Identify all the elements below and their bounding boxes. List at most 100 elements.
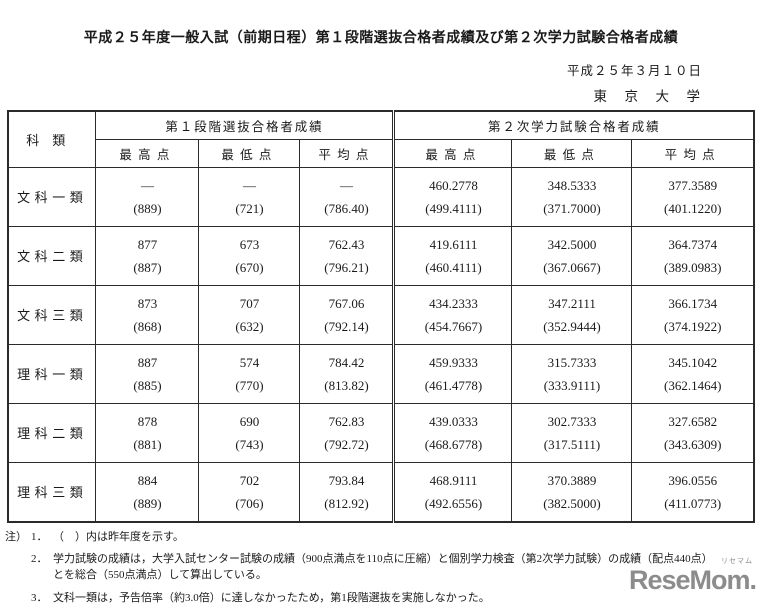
score-cell: 767.06 (792.14) [299, 284, 395, 345]
score-cell: 762.43 (796.21) [299, 225, 395, 286]
score-previous-year: (461.4778) [424, 377, 483, 393]
score-previous-year: (881) [133, 436, 162, 452]
score-previous-year: (454.7667) [424, 318, 483, 334]
score-current: 707 [239, 295, 260, 311]
score-previous-year: (786.40) [324, 200, 369, 216]
score-table: 科類 第１段階選抜合格者成績 第２次学力試験合格者成績 最高点 最低点 平均点 … [6, 110, 756, 523]
document-meta: 平成２５年３月１０日 東 京 大 学 [0, 60, 702, 105]
score-current: 873 [137, 295, 158, 311]
score-previous-year: (770) [235, 377, 264, 393]
score-previous-year: (887) [133, 259, 162, 275]
score-current: 366.1734 [668, 295, 718, 311]
score-previous-year: (374.1922) [664, 318, 722, 334]
score-previous-year: (885) [133, 377, 162, 393]
score-previous-year: (813.82) [324, 377, 369, 393]
score-cell: 377.3589 (401.1220) [631, 166, 755, 227]
score-previous-year: (889) [133, 200, 162, 216]
score-cell: 434.2333 (454.7667) [392, 284, 513, 345]
table-row: 理科三類 884 (889) 702 (706) 793.84 (812.92) 46… [7, 461, 755, 522]
score-current: 574 [239, 354, 260, 370]
resemom-logo: リセマム ReseMom. [628, 556, 757, 596]
score-cell: 439.0333 (468.6778) [392, 402, 513, 463]
score-previous-year: (460.4111) [425, 259, 482, 275]
subheader-stage1-min: 最低点 [198, 138, 301, 168]
score-current: 762.83 [328, 413, 365, 429]
score-current: 364.7374 [668, 236, 718, 252]
score-cell: — (721) [198, 166, 301, 227]
score-current: 347.2111 [548, 295, 596, 311]
score-current: 762.43 [328, 236, 365, 252]
score-previous-year: (792.72) [324, 436, 369, 452]
score-previous-year: (317.5111) [543, 436, 601, 452]
category-label: 文科一類 [7, 166, 97, 227]
column-header-category: 科類 [7, 110, 97, 168]
table-row: 文科一類 — (889) — (721) — (786.40) 460.2778 (49… [7, 166, 755, 227]
score-previous-year: (670) [235, 259, 264, 275]
score-previous-year: (706) [235, 495, 264, 511]
score-cell: — (889) [95, 166, 200, 227]
score-cell: 459.9333 (461.4778) [392, 343, 513, 404]
score-cell: 784.42 (813.82) [299, 343, 395, 404]
score-current: 673 [239, 236, 260, 252]
subheader-stage2-min: 最低点 [511, 138, 633, 168]
resemom-logo-wordmark: ReseMom. [628, 565, 757, 595]
footnote-1: 注） 1． （ ）内は昨年度を示す。 [5, 530, 758, 546]
score-current: 702 [239, 472, 260, 488]
score-current: 767.06 [328, 295, 365, 311]
score-current: 793.84 [328, 472, 365, 488]
score-cell: — (786.40) [299, 166, 395, 227]
score-previous-year: (411.0773) [664, 495, 722, 511]
score-current: 784.42 [328, 354, 365, 370]
score-previous-year: (868) [133, 318, 162, 334]
score-previous-year: (632) [235, 318, 264, 334]
score-cell: 574 (770) [198, 343, 301, 404]
score-current: 878 [137, 413, 158, 429]
score-current: 396.0556 [668, 472, 718, 488]
footnote-number: 1． [31, 530, 48, 543]
score-current: — [242, 177, 256, 193]
score-current: 419.6111 [429, 236, 478, 252]
score-cell: 793.84 (812.92) [299, 461, 395, 522]
score-previous-year: (499.4111) [425, 200, 482, 216]
footnotes: 注） 1． （ ）内は昨年度を示す。 2． 学力試験の成績は，大学入試センター試… [5, 530, 758, 607]
category-label: 文科三類 [7, 284, 97, 345]
score-previous-year: (492.6556) [424, 495, 483, 511]
score-current: 877 [137, 236, 158, 252]
score-current: 345.1042 [668, 354, 718, 370]
footnote-number: 2． [31, 553, 48, 566]
score-current: 377.3589 [668, 177, 718, 193]
score-cell: 707 (632) [198, 284, 301, 345]
score-previous-year: (333.9111) [543, 377, 601, 393]
score-current: — [140, 177, 154, 193]
table-row: 文科三類 873 (868) 707 (632) 767.06 (792.14) 43… [7, 284, 755, 345]
score-previous-year: (721) [235, 200, 264, 216]
table-row: 文科二類 877 (887) 673 (670) 762.43 (796.21) 41… [7, 225, 755, 286]
score-current: 459.9333 [429, 354, 478, 370]
table-row: 理科二類 878 (881) 690 (743) 762.83 (792.72) 43… [7, 402, 755, 463]
score-cell: 690 (743) [198, 402, 301, 463]
score-cell: 878 (881) [95, 402, 200, 463]
score-previous-year: (367.0667) [543, 259, 601, 275]
score-current: 439.0333 [429, 413, 478, 429]
table-row: 理科一類 887 (885) 574 (770) 784.42 (813.82) 45… [7, 343, 755, 404]
category-label: 理科三類 [7, 461, 97, 522]
score-cell: 884 (889) [95, 461, 200, 522]
score-cell: 345.1042 (362.1464) [631, 343, 755, 404]
score-cell: 348.5333 (371.7000) [511, 166, 633, 227]
score-cell: 370.3889 (382.5000) [511, 461, 633, 522]
score-cell: 460.2778 (499.4111) [392, 166, 513, 227]
footnote-text: 文科一類は，予告倍率（約3.0倍）に達しなかったため，第1段階選抜を実施しなかっ… [53, 592, 490, 605]
score-current: 370.3889 [547, 472, 597, 488]
category-label: 理科二類 [7, 402, 97, 463]
score-cell: 673 (670) [198, 225, 301, 286]
score-previous-year: (796.21) [324, 259, 369, 275]
score-cell: 364.7374 (389.0983) [631, 225, 755, 286]
page-title: 平成２５年度一般入試（前期日程）第１段階選抜合格者成績及び第２次学力試験合格者成… [83, 31, 679, 46]
resemom-logo-ruby: リセマム [721, 558, 753, 565]
score-current: 327.6582 [668, 413, 718, 429]
score-previous-year: (389.0983) [664, 259, 722, 275]
score-current: — [339, 177, 353, 193]
footnote-2: 2． 学力試験の成績は，大学入試センター試験の成績（900点満点を110点に圧縮… [5, 552, 758, 584]
score-cell: 366.1734 (374.1922) [631, 284, 755, 345]
